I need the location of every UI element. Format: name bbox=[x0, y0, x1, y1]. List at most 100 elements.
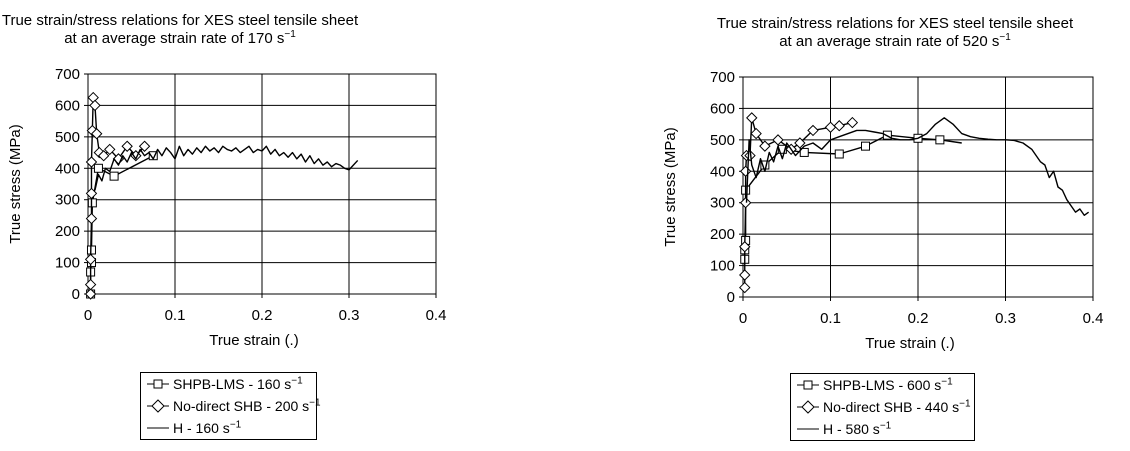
x-axis-label: True strain (.) bbox=[209, 332, 298, 349]
y-tick-label: 200 bbox=[710, 226, 735, 243]
legend-entry: No-direct SHB - 200 s−1 bbox=[141, 395, 321, 417]
data-point bbox=[739, 269, 751, 281]
legend-label: No-direct SHB - 200 s−1 bbox=[173, 397, 321, 414]
grid bbox=[87, 73, 437, 295]
data-point bbox=[85, 212, 98, 225]
x-tick-label: 0.4 bbox=[426, 307, 447, 324]
x-tick-label: 0.3 bbox=[339, 307, 360, 324]
data-point bbox=[794, 137, 806, 149]
series-3 bbox=[94, 145, 359, 191]
data-point bbox=[85, 156, 98, 168]
data-point bbox=[87, 91, 99, 104]
data-point bbox=[750, 127, 762, 140]
y-tick-label: 100 bbox=[55, 255, 80, 272]
data-point bbox=[739, 197, 752, 209]
series-1 bbox=[740, 130, 962, 264]
chart-title: True strain/stress relations for XES ste… bbox=[665, 15, 1125, 51]
chart-panel-right: True strain/stress relations for XES ste… bbox=[565, 0, 1130, 451]
y-tick-label: 600 bbox=[55, 97, 80, 114]
data-point bbox=[90, 128, 103, 140]
data-point bbox=[93, 163, 103, 173]
title-line-2: at an average strain rate of 520 s−1 bbox=[779, 32, 1011, 51]
chart-title: True strain/stress relations for XES ste… bbox=[0, 12, 360, 48]
data-point bbox=[84, 278, 97, 291]
legend-entry: No-direct SHB - 440 s−1 bbox=[791, 396, 974, 418]
legend-entry: H - 580 s−1 bbox=[791, 418, 974, 440]
legend-entry: SHPB-LMS - 600 s−1 bbox=[791, 374, 974, 396]
series-1 bbox=[86, 151, 158, 299]
y-tick-label: 0 bbox=[72, 286, 80, 303]
data-point bbox=[85, 187, 98, 200]
data-point bbox=[739, 281, 751, 294]
y-tick-label: 100 bbox=[710, 258, 735, 275]
legend-label: H - 160 s−1 bbox=[173, 419, 242, 436]
square-marker-icon bbox=[797, 380, 819, 390]
x-tick-label: 0 bbox=[739, 310, 747, 327]
data-point bbox=[861, 141, 870, 151]
data-point bbox=[834, 149, 844, 159]
y-tick-label: 700 bbox=[55, 66, 80, 83]
x-tick-label: 0.2 bbox=[252, 307, 273, 324]
data-point bbox=[89, 99, 101, 112]
chart-panel-left: True strain/stress relations for XES ste… bbox=[0, 12, 447, 440]
data-point bbox=[759, 140, 771, 152]
series-line bbox=[744, 134, 962, 260]
data-point bbox=[833, 120, 845, 132]
data-point bbox=[739, 241, 751, 253]
grid bbox=[742, 76, 1094, 298]
data-point bbox=[104, 143, 116, 156]
x-tick-label: 0.3 bbox=[995, 310, 1016, 327]
chart-plot: 0 100 200 300 400 500 600 700 0 0.1 0.2 0.3 0.4 True … bbox=[662, 69, 1104, 352]
x-tick-label: 0.1 bbox=[165, 307, 186, 324]
data-point bbox=[84, 253, 97, 266]
chart-legend: SHPB-LMS - 160 s−1 No-direct SHB - 200 s−… bbox=[140, 372, 321, 440]
square-marker-icon bbox=[147, 379, 169, 389]
y-tick-label: 300 bbox=[710, 195, 735, 212]
y-tick-label: 400 bbox=[55, 160, 80, 177]
series-line bbox=[89, 96, 146, 294]
y-tick-label: 0 bbox=[727, 289, 735, 306]
data-point bbox=[87, 198, 97, 208]
data-point bbox=[744, 149, 756, 162]
title-line-2: at an average strain rate of 170 s−1 bbox=[64, 29, 296, 48]
x-tick-label: 0 bbox=[84, 307, 92, 324]
y-tick-label: 200 bbox=[55, 223, 80, 240]
data-point bbox=[935, 135, 945, 145]
data-point bbox=[824, 121, 837, 133]
line-icon bbox=[797, 428, 819, 430]
legend-label: SHPB-LMS - 160 s−1 bbox=[173, 375, 303, 392]
chart-plot: 0 100 200 300 400 500 600 700 0 0.1 0.2 0.3 0.4 True … bbox=[7, 66, 447, 349]
diamond-marker-icon bbox=[797, 400, 819, 414]
data-point bbox=[109, 171, 119, 181]
data-point bbox=[138, 140, 151, 152]
title-line-1: True strain/stress relations for XES ste… bbox=[1, 12, 359, 29]
data-point bbox=[148, 151, 158, 161]
x-tick-label: 0.4 bbox=[1083, 310, 1104, 327]
y-tick-label: 700 bbox=[710, 69, 735, 86]
diamond-marker-icon bbox=[147, 399, 169, 413]
data-point bbox=[84, 288, 97, 300]
series-2 bbox=[84, 91, 151, 300]
y-tick-label: 600 bbox=[710, 100, 735, 117]
x-tick-label: 0.1 bbox=[820, 310, 841, 327]
y-tick-label: 300 bbox=[55, 192, 80, 209]
y-tick-label: 500 bbox=[55, 129, 80, 146]
data-point bbox=[746, 112, 758, 124]
data-point bbox=[807, 124, 819, 137]
series-3 bbox=[745, 117, 1090, 216]
data-point bbox=[739, 165, 752, 177]
y-tick-label: 400 bbox=[710, 163, 735, 180]
legend-entry: SHPB-LMS - 160 s−1 bbox=[141, 373, 316, 395]
series-line bbox=[94, 145, 359, 191]
legend-label: H - 580 s−1 bbox=[823, 420, 892, 437]
series-line bbox=[745, 117, 1090, 216]
chart-legend: SHPB-LMS - 600 s−1 No-direct SHB - 440 s−… bbox=[790, 373, 975, 441]
data-point bbox=[846, 116, 859, 129]
legend-label: No-direct SHB - 440 s−1 bbox=[823, 398, 971, 415]
x-tick-label: 0.2 bbox=[908, 310, 929, 327]
data-point bbox=[799, 147, 809, 157]
y-axis-label: True stress (MPa) bbox=[662, 127, 679, 246]
legend-label: SHPB-LMS - 600 s−1 bbox=[823, 376, 953, 393]
legend-entry: H - 160 s−1 bbox=[141, 417, 316, 439]
data-point bbox=[97, 150, 110, 162]
